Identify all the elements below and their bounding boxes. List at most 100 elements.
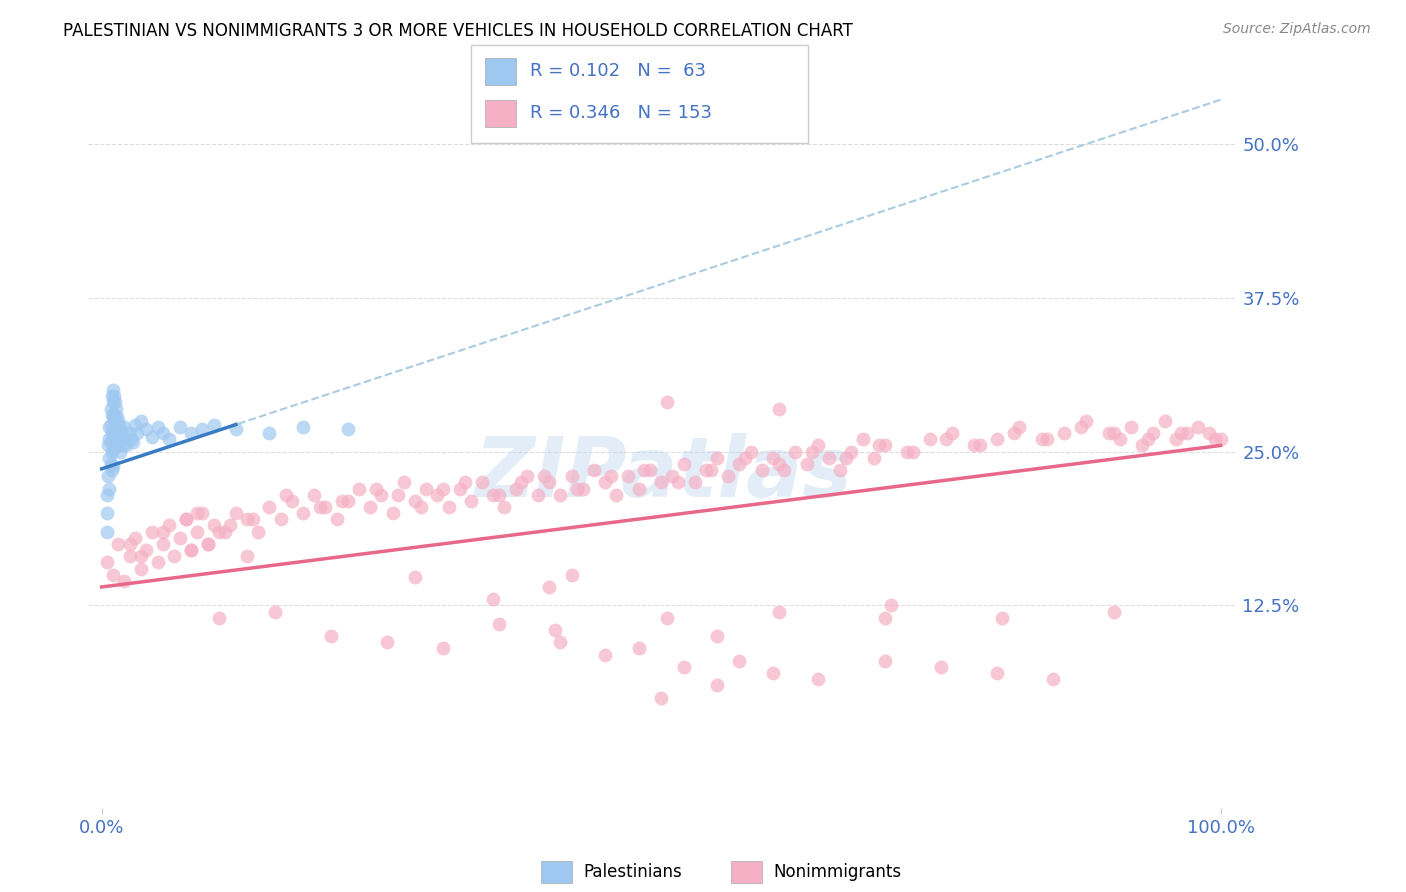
Point — [292, 420, 315, 434]
Point — [247, 524, 270, 539]
Point — [364, 482, 387, 496]
Point — [98, 420, 121, 434]
Point — [169, 420, 191, 434]
Point — [124, 417, 146, 432]
Point — [404, 570, 426, 584]
Point — [108, 420, 131, 434]
Point — [728, 654, 751, 668]
Point — [550, 488, 572, 502]
Point — [572, 482, 595, 496]
Text: R = 0.346   N = 153: R = 0.346 N = 153 — [530, 104, 711, 122]
Point — [202, 518, 225, 533]
Point — [1042, 672, 1064, 686]
Point — [100, 401, 122, 416]
Point — [98, 433, 121, 447]
Point — [104, 395, 127, 409]
Point — [941, 426, 963, 441]
Point — [740, 444, 762, 458]
Point — [330, 493, 353, 508]
Point — [873, 611, 896, 625]
Point — [308, 500, 330, 514]
Point — [157, 433, 180, 447]
Point — [105, 433, 128, 447]
Point — [319, 629, 342, 643]
Point — [835, 450, 858, 465]
Point — [516, 469, 538, 483]
Point — [510, 475, 533, 490]
Point — [111, 433, 134, 447]
Point — [1175, 426, 1198, 441]
Point — [1098, 426, 1121, 441]
Point — [370, 488, 392, 502]
Point — [118, 549, 141, 564]
Point — [117, 426, 139, 441]
Point — [122, 434, 145, 449]
Point — [449, 482, 471, 496]
Point — [180, 426, 202, 441]
Point — [929, 660, 952, 674]
Point — [101, 567, 124, 582]
Point — [111, 438, 134, 452]
Point — [100, 444, 122, 458]
Point — [387, 488, 409, 502]
Point — [96, 488, 118, 502]
Point — [851, 433, 873, 447]
Point — [127, 426, 149, 441]
Point — [107, 414, 129, 428]
Point — [717, 469, 740, 483]
Point — [415, 482, 437, 496]
Point — [1164, 433, 1187, 447]
Point — [672, 457, 695, 471]
Point — [118, 537, 141, 551]
Point — [101, 442, 124, 457]
Point — [146, 555, 169, 569]
Point — [1187, 420, 1209, 434]
Text: PALESTINIAN VS NONIMMIGRANTS 3 OR MORE VEHICLES IN HOUSEHOLD CORRELATION CHART: PALESTINIAN VS NONIMMIGRANTS 3 OR MORE V… — [63, 22, 853, 40]
Point — [105, 401, 128, 416]
Point — [538, 580, 561, 594]
Point — [862, 450, 884, 465]
Point — [259, 500, 281, 514]
Point — [100, 417, 122, 432]
Point — [841, 444, 863, 458]
Point — [818, 450, 841, 465]
Point — [304, 488, 326, 502]
Point — [1031, 433, 1053, 447]
Point — [214, 524, 236, 539]
Point — [650, 475, 672, 490]
Point — [935, 433, 957, 447]
Point — [454, 475, 477, 490]
Point — [695, 463, 717, 477]
Point — [807, 438, 830, 452]
Point — [482, 488, 505, 502]
Point — [347, 482, 370, 496]
Point — [437, 500, 460, 514]
Point — [141, 430, 163, 444]
Point — [103, 389, 125, 403]
Point — [706, 678, 728, 692]
Point — [471, 475, 494, 490]
Point — [700, 463, 723, 477]
Point — [242, 512, 264, 526]
Point — [432, 482, 454, 496]
Point — [734, 450, 756, 465]
Point — [1204, 433, 1226, 447]
Point — [100, 389, 122, 403]
Point — [191, 506, 214, 520]
Point — [180, 543, 202, 558]
Point — [100, 408, 122, 422]
Point — [169, 531, 191, 545]
Point — [96, 524, 118, 539]
Point — [107, 537, 129, 551]
Point — [762, 450, 785, 465]
Point — [627, 482, 650, 496]
Point — [124, 531, 146, 545]
Point — [180, 543, 202, 558]
Point — [986, 433, 1008, 447]
Point — [110, 426, 132, 441]
Point — [104, 433, 127, 447]
Point — [292, 506, 315, 520]
Point — [830, 463, 852, 477]
Point — [129, 549, 152, 564]
Point — [1104, 605, 1126, 619]
